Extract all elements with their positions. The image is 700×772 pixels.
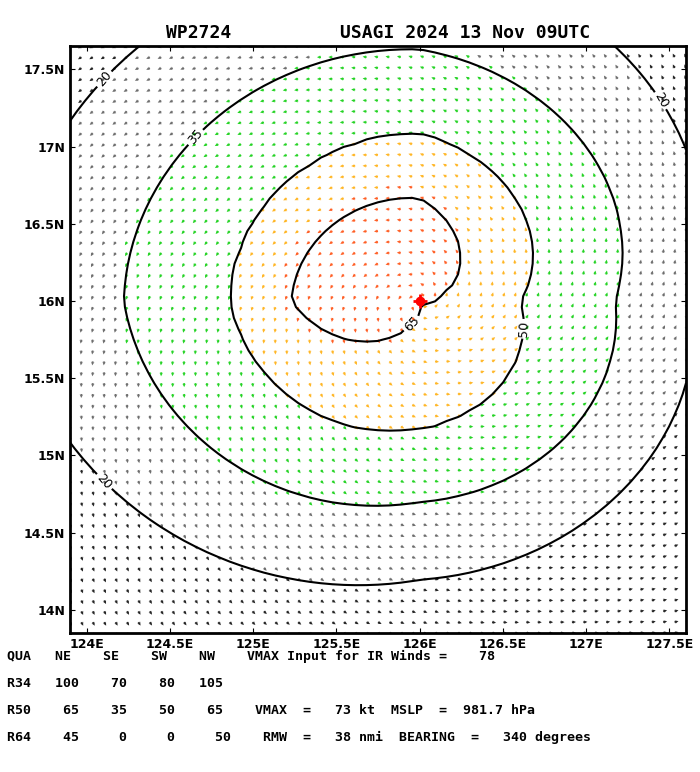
Text: R64    45     0     0     50    RMW  =   38 nmi  BEARING  =   340 degrees: R64 45 0 0 50 RMW = 38 nmi BEARING = 340… [7, 731, 591, 744]
Text: R34   100    70    80   105: R34 100 70 80 105 [7, 677, 223, 690]
Text: R50    65    35    50    65    VMAX  =   73 kt  MSLP  =  981.7 hPa: R50 65 35 50 65 VMAX = 73 kt MSLP = 981.… [7, 704, 535, 717]
Text: QUA   NE    SE    SW    NW    VMAX Input for IR Winds =    78: QUA NE SE SW NW VMAX Input for IR Winds … [7, 650, 495, 663]
Text: 65: 65 [402, 313, 422, 334]
Text: 20: 20 [94, 472, 114, 492]
Text: 35: 35 [186, 127, 206, 147]
Text: 50: 50 [517, 320, 531, 337]
Text: 20: 20 [94, 69, 114, 90]
Title: WP2724          USAGI 2024 13 Nov 09UTC: WP2724 USAGI 2024 13 Nov 09UTC [166, 24, 590, 42]
Text: 20: 20 [651, 90, 670, 110]
